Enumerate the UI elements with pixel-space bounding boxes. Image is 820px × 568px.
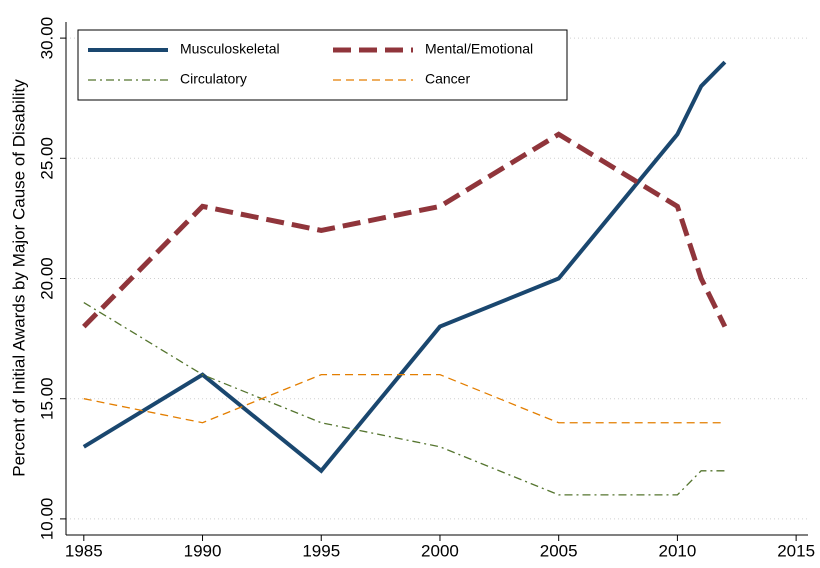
- x-tick-label: 1990: [184, 541, 222, 560]
- y-tick-label: 15.00: [37, 377, 56, 420]
- x-tick-label: 2015: [777, 541, 815, 560]
- legend-label: Circulatory: [180, 71, 247, 87]
- x-tick-label: 1995: [302, 541, 340, 560]
- series-line: [82, 131, 728, 329]
- y-tick-label: 25.00: [37, 137, 56, 180]
- legend-label: Musculoskeletal: [180, 41, 280, 57]
- y-tick-label: 10.00: [37, 498, 56, 541]
- y-tick-label: 30.00: [37, 17, 56, 60]
- legend-box: [77, 29, 568, 101]
- legend-label: Cancer: [425, 71, 470, 87]
- series-line: [82, 60, 727, 474]
- series-line: [83, 301, 725, 496]
- x-tick-label: 1985: [65, 541, 103, 560]
- y-axis-label: Percent of Initial Awards by Major Cause…: [9, 79, 28, 477]
- series-line: [83, 374, 725, 424]
- x-tick-label: 2000: [421, 541, 459, 560]
- legend: Musculoskeletal Mental/Emotional Circulato…: [77, 29, 568, 101]
- legend-label: Mental/Emotional: [425, 41, 533, 57]
- y-tick-label: 20.00: [37, 257, 56, 300]
- x-tick-label: 2005: [540, 541, 578, 560]
- x-tick-label: 2010: [658, 541, 696, 560]
